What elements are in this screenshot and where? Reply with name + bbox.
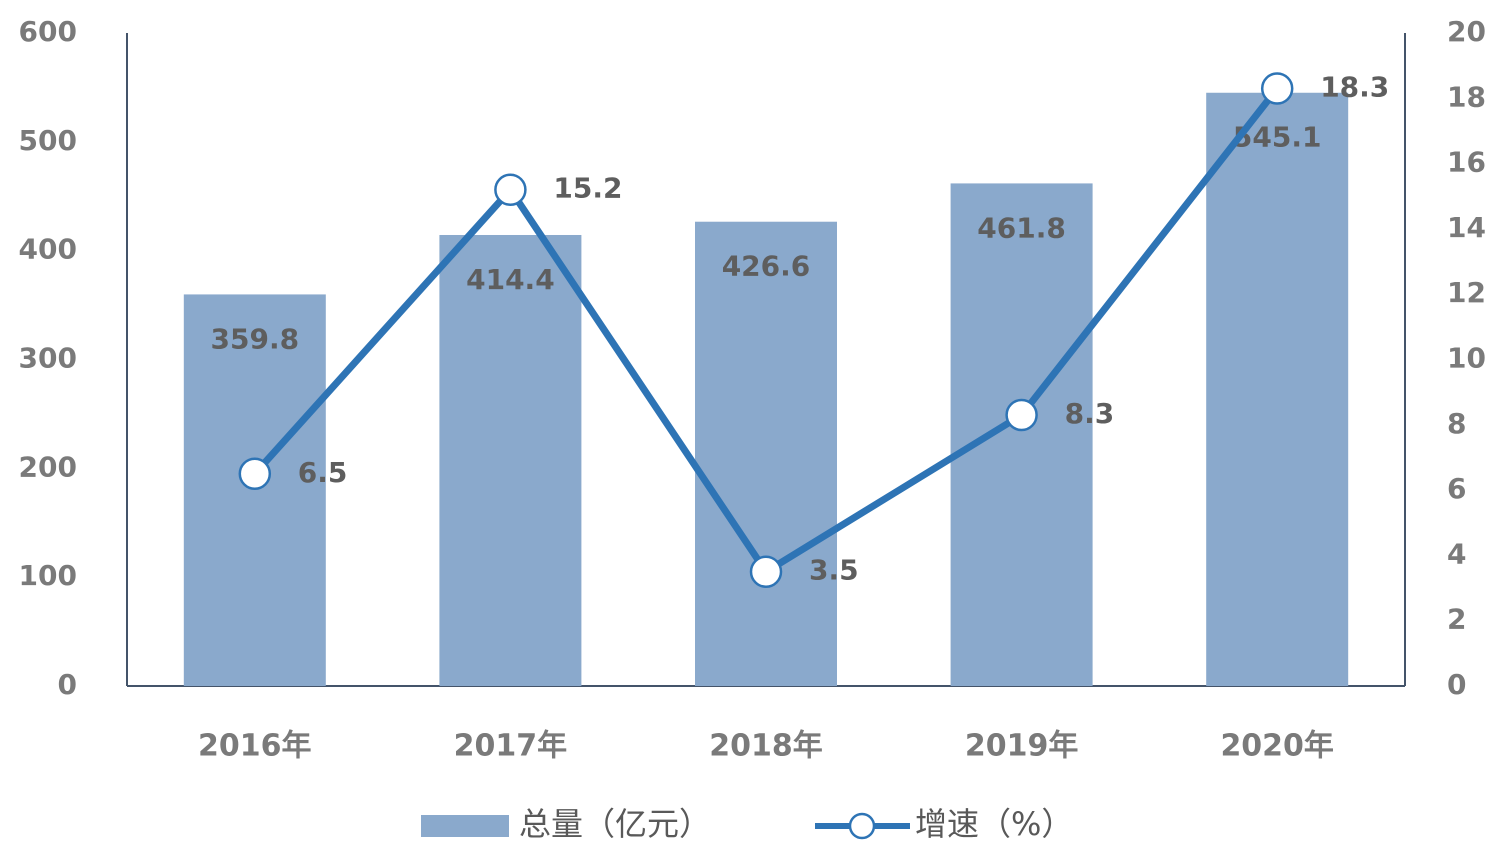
data-label: 15.2 xyxy=(553,172,622,205)
y-tick-label: 0 xyxy=(58,668,77,701)
bar xyxy=(183,294,326,686)
y2-tick-label: 16 xyxy=(1447,146,1486,179)
y-tick-label: 200 xyxy=(19,450,77,483)
y2-tick-label: 18 xyxy=(1447,80,1486,113)
y2-tick-label: 2 xyxy=(1447,603,1466,636)
line-marker xyxy=(749,555,783,588)
data-label: 18.3 xyxy=(1320,71,1389,104)
y-tick-label: 500 xyxy=(19,124,77,157)
x-tick-label: 2018年 xyxy=(709,729,823,764)
y2-tick-label: 8 xyxy=(1447,407,1466,440)
x-tick-label: 2017年 xyxy=(454,729,568,764)
x-tick-label: 2016年 xyxy=(198,729,312,764)
legend-marker xyxy=(848,812,876,840)
line-marker xyxy=(494,173,527,206)
legend-label: 总量（亿元） xyxy=(519,805,711,843)
y-tick-label: 400 xyxy=(19,233,77,266)
data-label: 359.8 xyxy=(211,322,300,355)
y2-tick-label: 6 xyxy=(1447,472,1466,505)
y2-tick-label: 10 xyxy=(1447,342,1486,375)
bar xyxy=(1206,92,1349,686)
data-label: 3.5 xyxy=(809,554,859,587)
y-tick-label: 300 xyxy=(19,342,77,375)
y2-tick-label: 12 xyxy=(1447,276,1486,309)
y2-tick-label: 14 xyxy=(1447,211,1486,244)
data-label: 426.6 xyxy=(722,250,811,283)
data-label: 414.4 xyxy=(466,263,555,296)
y-tick-label: 100 xyxy=(19,559,77,592)
data-label: 6.5 xyxy=(298,456,348,489)
line-marker xyxy=(238,457,272,491)
y2-tick-label: 4 xyxy=(1447,537,1466,570)
x-tick-label: 2020年 xyxy=(1220,729,1334,764)
y-tick-label: 600 xyxy=(19,15,77,48)
y2-tick-label: 20 xyxy=(1447,15,1486,48)
bar xyxy=(439,234,582,686)
y2-tick-label: 0 xyxy=(1447,668,1466,701)
data-label: 8.3 xyxy=(1065,397,1115,430)
x-tick-label: 2019年 xyxy=(965,729,1079,764)
line-marker xyxy=(1260,72,1294,105)
legend-label: 增速（%） xyxy=(915,805,1073,843)
data-label: 461.8 xyxy=(977,211,1066,244)
line-marker xyxy=(1005,398,1038,432)
legend-swatch xyxy=(421,815,509,837)
bar xyxy=(950,183,1093,687)
bar xyxy=(695,221,837,687)
